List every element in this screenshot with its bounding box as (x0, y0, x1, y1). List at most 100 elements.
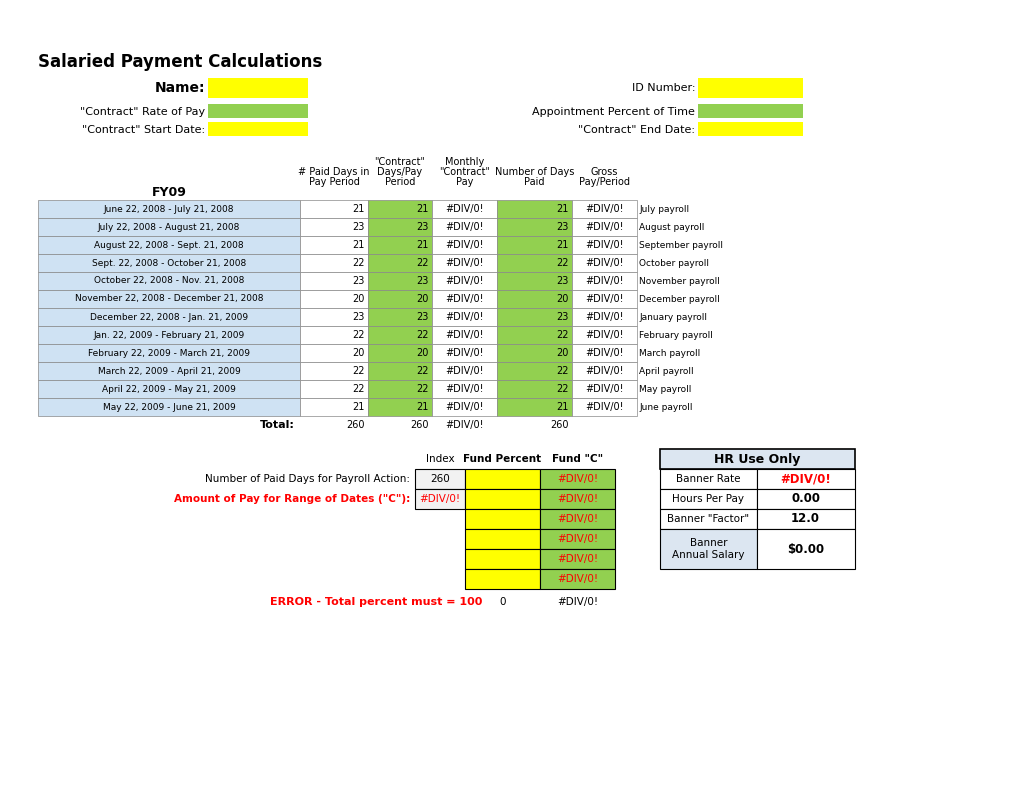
Text: 20: 20 (417, 348, 429, 358)
Bar (757, 529, 855, 569)
Bar (497, 326, 572, 344)
Text: #DIV/0!: #DIV/0! (445, 294, 483, 304)
Text: Gross: Gross (591, 167, 618, 177)
Bar (497, 380, 572, 398)
Bar (660, 529, 757, 569)
Text: Jan. 22, 2009 - February 21, 2009: Jan. 22, 2009 - February 21, 2009 (93, 331, 245, 339)
Text: 0.00: 0.00 (791, 493, 820, 505)
Text: #DIV/0!: #DIV/0! (557, 494, 598, 504)
Bar (465, 509, 540, 529)
Bar (300, 326, 368, 344)
Bar (38, 344, 300, 362)
Bar (540, 489, 615, 509)
Text: ID Number:: ID Number: (632, 83, 695, 93)
Text: 20: 20 (417, 294, 429, 304)
Text: August 22, 2008 - Sept. 21, 2008: August 22, 2008 - Sept. 21, 2008 (94, 240, 244, 249)
Bar (540, 469, 615, 489)
Text: Total:: Total: (260, 420, 295, 430)
Bar (432, 398, 497, 416)
Text: 21: 21 (417, 204, 429, 214)
Text: May payroll: May payroll (639, 384, 691, 393)
Bar (465, 529, 540, 549)
Bar (497, 362, 572, 380)
Bar (432, 200, 497, 218)
Bar (300, 236, 368, 254)
Bar (300, 344, 368, 362)
Bar (497, 344, 572, 362)
Text: Number of Paid Days for Payroll Action:: Number of Paid Days for Payroll Action: (205, 474, 410, 484)
Text: #DIV/0!: #DIV/0! (586, 204, 624, 214)
Text: October 22, 2008 - Nov. 21, 2008: October 22, 2008 - Nov. 21, 2008 (94, 277, 244, 286)
Bar (368, 218, 432, 236)
Bar (432, 272, 497, 290)
Text: December payroll: December payroll (639, 294, 720, 304)
Text: "Contract" Rate of Pay: "Contract" Rate of Pay (80, 107, 205, 117)
Text: #DIV/0!: #DIV/0! (586, 312, 624, 322)
Text: 22: 22 (417, 366, 429, 376)
Text: Index: Index (426, 454, 455, 464)
Text: #DIV/0!: #DIV/0! (557, 597, 598, 607)
Text: July payroll: July payroll (639, 205, 689, 214)
Text: "Contract" Start Date:: "Contract" Start Date: (82, 125, 205, 135)
Bar (572, 290, 637, 308)
Text: Appointment Percent of Time: Appointment Percent of Time (532, 107, 695, 117)
Text: November payroll: November payroll (639, 277, 720, 286)
Text: Sept. 22, 2008 - October 21, 2008: Sept. 22, 2008 - October 21, 2008 (92, 259, 246, 267)
Text: Salaried Payment Calculations: Salaried Payment Calculations (38, 53, 323, 71)
Bar (208, 122, 308, 136)
Text: #DIV/0!: #DIV/0! (445, 402, 483, 412)
Text: #DIV/0!: #DIV/0! (586, 276, 624, 286)
Bar (38, 200, 300, 218)
Text: #DIV/0!: #DIV/0! (586, 402, 624, 412)
Text: 23: 23 (417, 312, 429, 322)
Bar (38, 380, 300, 398)
Bar (497, 218, 572, 236)
Bar (38, 236, 300, 254)
Text: Banner "Factor": Banner "Factor" (668, 514, 750, 524)
Bar (368, 236, 432, 254)
Text: 22: 22 (352, 366, 365, 376)
Text: Banner
Annual Salary: Banner Annual Salary (672, 538, 744, 560)
Text: Fund Percent: Fund Percent (464, 454, 542, 464)
Text: 21: 21 (352, 204, 365, 214)
Text: 22: 22 (352, 330, 365, 340)
Text: 0: 0 (500, 597, 506, 607)
Bar (572, 362, 637, 380)
Bar (465, 489, 540, 509)
Text: 260: 260 (430, 474, 450, 484)
Bar (432, 218, 497, 236)
Bar (38, 290, 300, 308)
Text: #DIV/0!: #DIV/0! (445, 330, 483, 340)
Text: Pay/Period: Pay/Period (579, 177, 630, 187)
Bar (497, 398, 572, 416)
Text: #DIV/0!: #DIV/0! (586, 348, 624, 358)
Bar (540, 569, 615, 589)
Bar (368, 254, 432, 272)
Bar (540, 509, 615, 529)
Text: 23: 23 (557, 312, 569, 322)
Bar (757, 509, 855, 529)
Bar (572, 326, 637, 344)
Bar (415, 489, 465, 509)
Text: $0.00: $0.00 (786, 543, 824, 555)
Bar (38, 398, 300, 416)
Text: #DIV/0!: #DIV/0! (586, 240, 624, 250)
Text: June 22, 2008 - July 21, 2008: June 22, 2008 - July 21, 2008 (103, 205, 234, 214)
Bar (465, 549, 540, 569)
Text: 23: 23 (417, 276, 429, 286)
Text: 20: 20 (352, 348, 365, 358)
Bar (208, 104, 308, 118)
Bar (368, 344, 432, 362)
Bar (38, 254, 300, 272)
Bar (368, 290, 432, 308)
Text: #DIV/0!: #DIV/0! (445, 366, 483, 376)
Text: 22: 22 (352, 258, 365, 268)
Text: Paid: Paid (524, 177, 545, 187)
Bar (540, 529, 615, 549)
Text: #DIV/0!: #DIV/0! (445, 276, 483, 286)
Text: #DIV/0!: #DIV/0! (557, 474, 598, 484)
Bar (497, 290, 572, 308)
Text: March 22, 2009 - April 21, 2009: March 22, 2009 - April 21, 2009 (97, 366, 241, 376)
Text: June payroll: June payroll (639, 403, 692, 411)
Text: Pay Period: Pay Period (308, 177, 359, 187)
